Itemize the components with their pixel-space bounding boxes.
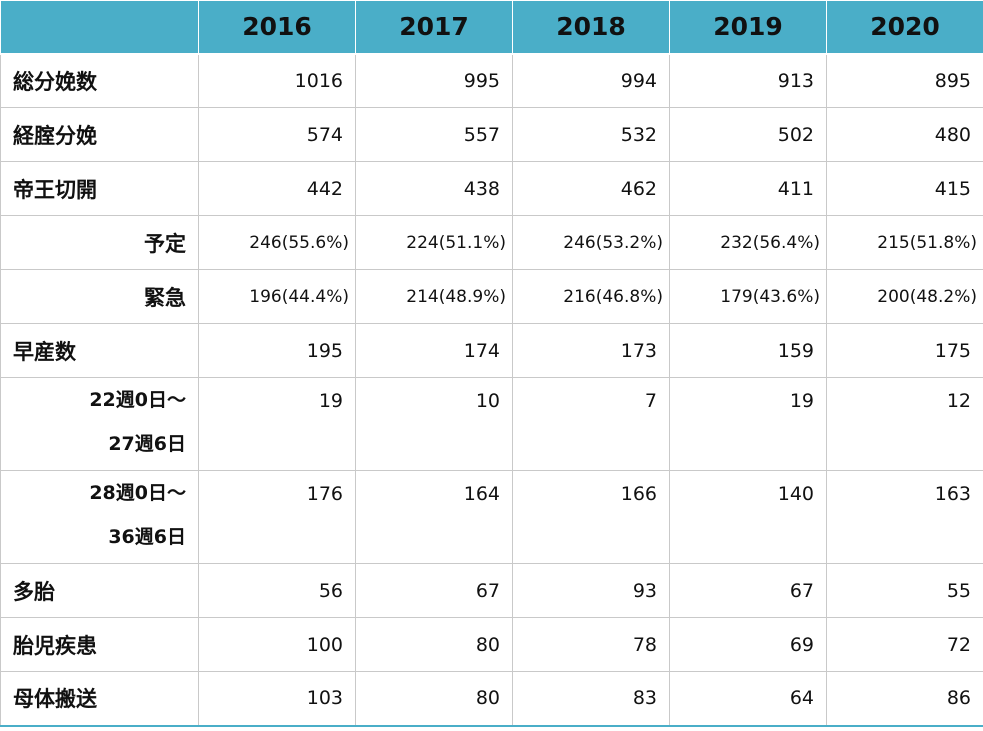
row-label-line2: 27週6日 (108, 433, 186, 455)
table-cell: 196(44.4%) (198, 269, 356, 324)
table-cell: 246(53.2%) (512, 215, 670, 270)
table-cell: 67 (355, 563, 513, 618)
row-label-total-deliveries: 総分娩数 (0, 53, 199, 108)
row-label-emergency: 緊急 (0, 269, 199, 324)
table-cell: 532 (512, 107, 670, 162)
header-year-2018: 2018 (512, 0, 670, 55)
table-cell: 86 (826, 671, 983, 727)
table-cell: 994 (512, 53, 670, 108)
table-cell: 67 (669, 563, 827, 618)
row-label-line1: 22週0日～ (89, 389, 186, 411)
table-row: 母体搬送 103 80 83 64 86 (0, 671, 983, 727)
table-cell: 215(51.8%) (826, 215, 983, 270)
table-cell: 78 (512, 617, 670, 672)
table-row: 早産数 195 174 173 159 175 (0, 323, 983, 378)
row-label-maternal-transport: 母体搬送 (0, 671, 199, 727)
table-cell: 442 (198, 161, 356, 216)
table-cell: 159 (669, 323, 827, 378)
table-cell: 93 (512, 563, 670, 618)
table-cell: 72 (826, 617, 983, 672)
table-cell: 19 (669, 377, 827, 471)
header-row: 2016 2017 2018 2019 2020 (0, 0, 983, 55)
table-row: 緊急 196(44.4%) 214(48.9%) 216(46.8%) 179(… (0, 269, 983, 324)
table-cell: 10 (355, 377, 513, 471)
table-cell: 557 (355, 107, 513, 162)
table-cell: 176 (198, 470, 356, 564)
table-cell: 438 (355, 161, 513, 216)
table-cell: 166 (512, 470, 670, 564)
table-cell: 7 (512, 377, 670, 471)
table-cell: 195 (198, 323, 356, 378)
table-cell: 174 (355, 323, 513, 378)
header-year-2019: 2019 (669, 0, 827, 55)
row-label-22w-27w: 22週0日～ 27週6日 (0, 377, 199, 471)
row-label-28w-36w: 28週0日～ 36週6日 (0, 470, 199, 564)
header-year-2016: 2016 (198, 0, 356, 55)
table-cell: 411 (669, 161, 827, 216)
table-cell: 64 (669, 671, 827, 727)
table-cell: 216(46.8%) (512, 269, 670, 324)
table-cell: 83 (512, 671, 670, 727)
table-cell: 179(43.6%) (669, 269, 827, 324)
table-cell: 56 (198, 563, 356, 618)
table-cell: 913 (669, 53, 827, 108)
table-cell: 214(48.9%) (355, 269, 513, 324)
row-label-multiple-pregnancy: 多胎 (0, 563, 199, 618)
table-row: 28週0日～ 36週6日 176 164 166 140 163 (0, 470, 983, 564)
table-cell: 55 (826, 563, 983, 618)
table-cell: 19 (198, 377, 356, 471)
header-corner-cell (0, 0, 199, 55)
row-label-vaginal-delivery: 経腟分娩 (0, 107, 199, 162)
row-label-line2: 36週6日 (108, 526, 186, 548)
table-cell: 1016 (198, 53, 356, 108)
table-cell: 224(51.1%) (355, 215, 513, 270)
table-cell: 140 (669, 470, 827, 564)
table-row: 総分娩数 1016 995 994 913 895 (0, 53, 983, 108)
row-label-line1: 28週0日～ (89, 482, 186, 504)
table-cell: 246(55.6%) (198, 215, 356, 270)
table-cell: 200(48.2%) (826, 269, 983, 324)
table-cell: 175 (826, 323, 983, 378)
table-cell: 574 (198, 107, 356, 162)
table-row: 帝王切開 442 438 462 411 415 (0, 161, 983, 216)
table-cell: 164 (355, 470, 513, 564)
table-cell: 415 (826, 161, 983, 216)
table-row: 胎児疾患 100 80 78 69 72 (0, 617, 983, 672)
table-cell: 80 (355, 617, 513, 672)
table-cell: 69 (669, 617, 827, 672)
row-label-cesarean: 帝王切開 (0, 161, 199, 216)
table-cell: 995 (355, 53, 513, 108)
table-cell: 173 (512, 323, 670, 378)
table-cell: 100 (198, 617, 356, 672)
table-row: 予定 246(55.6%) 224(51.1%) 246(53.2%) 232(… (0, 215, 983, 270)
table-row: 多胎 56 67 93 67 55 (0, 563, 983, 618)
header-year-2020: 2020 (826, 0, 983, 55)
table-cell: 80 (355, 671, 513, 727)
row-label-scheduled: 予定 (0, 215, 199, 270)
row-label-preterm-births: 早産数 (0, 323, 199, 378)
table-cell: 502 (669, 107, 827, 162)
row-label-fetal-disease: 胎児疾患 (0, 617, 199, 672)
table-cell: 232(56.4%) (669, 215, 827, 270)
table-cell: 480 (826, 107, 983, 162)
table-cell: 12 (826, 377, 983, 471)
table-cell: 103 (198, 671, 356, 727)
table-row: 22週0日～ 27週6日 19 10 7 19 12 (0, 377, 983, 471)
table-cell: 163 (826, 470, 983, 564)
table-row: 経腟分娩 574 557 532 502 480 (0, 107, 983, 162)
table-cell: 462 (512, 161, 670, 216)
table-cell: 895 (826, 53, 983, 108)
header-year-2017: 2017 (355, 0, 513, 55)
